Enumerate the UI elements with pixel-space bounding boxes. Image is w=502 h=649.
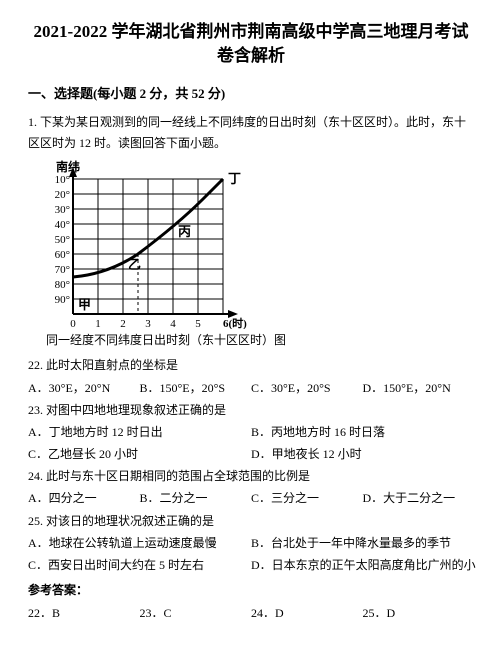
- ans-24: 24．D: [251, 604, 363, 623]
- q23-opt-c: C．乙地昼长 20 小时: [28, 445, 251, 464]
- q25-options-2: C．西安日出时间大约在 5 时左右 D．日本东京的正午太阳高度角比广州的小: [28, 556, 474, 575]
- svg-text:90°: 90°: [55, 294, 70, 306]
- q23-opt-d: D．甲地夜长 12 小时: [251, 445, 474, 464]
- q23-options-2: C．乙地昼长 20 小时 D．甲地夜长 12 小时: [28, 445, 474, 464]
- svg-text:丙: 丙: [178, 224, 191, 239]
- q24-stem: 24. 此时与东十区日期相同的范围占全球范围的比例是: [28, 467, 474, 486]
- q25-stem: 25. 对该日的地理状况叙述正确的是: [28, 512, 474, 531]
- y-axis-label: 南纬: [56, 159, 80, 174]
- svg-text:40°: 40°: [55, 219, 70, 231]
- q24-opt-b: B．二分之一: [140, 489, 252, 508]
- svg-text:50°: 50°: [55, 234, 70, 246]
- answers-header: 参考答案：: [28, 581, 474, 600]
- svg-text:丁: 丁: [228, 171, 241, 186]
- q22-opt-b: B．150°E，20°S: [140, 379, 252, 398]
- q25-opt-a: A．地球在公转轨道上运动速度最慢: [28, 534, 251, 553]
- figure-chart: 南纬 10° 20°: [28, 159, 474, 329]
- q24-options: A．四分之一 B．二分之一 C．三分之一 D．大于二分之一: [28, 489, 474, 508]
- doc-title: 2021-2022 学年湖北省荆州市荆南高级中学高三地理月考试卷含解析: [28, 20, 474, 68]
- q22-opt-c: C．30°E，20°S: [251, 379, 363, 398]
- q25-opt-d: D．日本东京的正午太阳高度角比广州的小: [251, 556, 476, 575]
- q22-options: A．30°E，20°N B．150°E，20°S C．30°E，20°S D．1…: [28, 379, 474, 398]
- q25-opt-c: C．西安日出时间大约在 5 时左右: [28, 556, 251, 575]
- svg-text:10°: 10°: [55, 174, 70, 186]
- q24-opt-c: C．三分之一: [251, 489, 363, 508]
- figure-caption: 同一经度不同纬度日出时刻（东十区区时）图: [46, 331, 474, 350]
- ans-23: 23．C: [140, 604, 252, 623]
- answers-row: 22．B 23．C 24．D 25．D: [28, 604, 474, 623]
- svg-text:甲: 甲: [78, 297, 91, 312]
- ans-22: 22．B: [28, 604, 140, 623]
- svg-text:2: 2: [120, 318, 126, 329]
- q25-opt-b: B．台北处于一年中降水量最多的季节: [251, 534, 474, 553]
- q22-stem: 22. 此时太阳直射点的坐标是: [28, 356, 474, 375]
- q1-intro: 1. 下某为某日观测到的同一经线上不同纬度的日出时刻（东十区区时）。此时，东十区…: [28, 112, 474, 153]
- svg-text:80°: 80°: [55, 279, 70, 291]
- q24-opt-a: A．四分之一: [28, 489, 140, 508]
- svg-text:20°: 20°: [55, 189, 70, 201]
- svg-text:6(时): 6(时): [223, 316, 247, 329]
- svg-text:60°: 60°: [55, 249, 70, 261]
- svg-text:30°: 30°: [55, 204, 70, 216]
- svg-text:1: 1: [95, 318, 101, 329]
- q23-options-1: A．丁地地方时 12 时日出 B．丙地地方时 16 时日落: [28, 423, 474, 442]
- ans-25: 25．D: [363, 604, 475, 623]
- svg-text:5: 5: [195, 318, 201, 329]
- svg-text:乙: 乙: [128, 257, 141, 272]
- svg-text:4: 4: [170, 318, 176, 329]
- svg-text:3: 3: [145, 318, 151, 329]
- svg-text:0: 0: [70, 318, 76, 329]
- q25-options-1: A．地球在公转轨道上运动速度最慢 B．台北处于一年中降水量最多的季节: [28, 534, 474, 553]
- q23-opt-a: A．丁地地方时 12 时日出: [28, 423, 251, 442]
- q22-opt-a: A．30°E，20°N: [28, 379, 140, 398]
- q22-opt-d: D．150°E，20°N: [363, 379, 475, 398]
- q23-opt-b: B．丙地地方时 16 时日落: [251, 423, 474, 442]
- section-1-header: 一、选择题(每小题 2 分，共 52 分): [28, 84, 474, 105]
- q24-opt-d: D．大于二分之一: [363, 489, 475, 508]
- q23-stem: 23. 对图中四地地理现象叙述正确的是: [28, 401, 474, 420]
- svg-text:70°: 70°: [55, 264, 70, 276]
